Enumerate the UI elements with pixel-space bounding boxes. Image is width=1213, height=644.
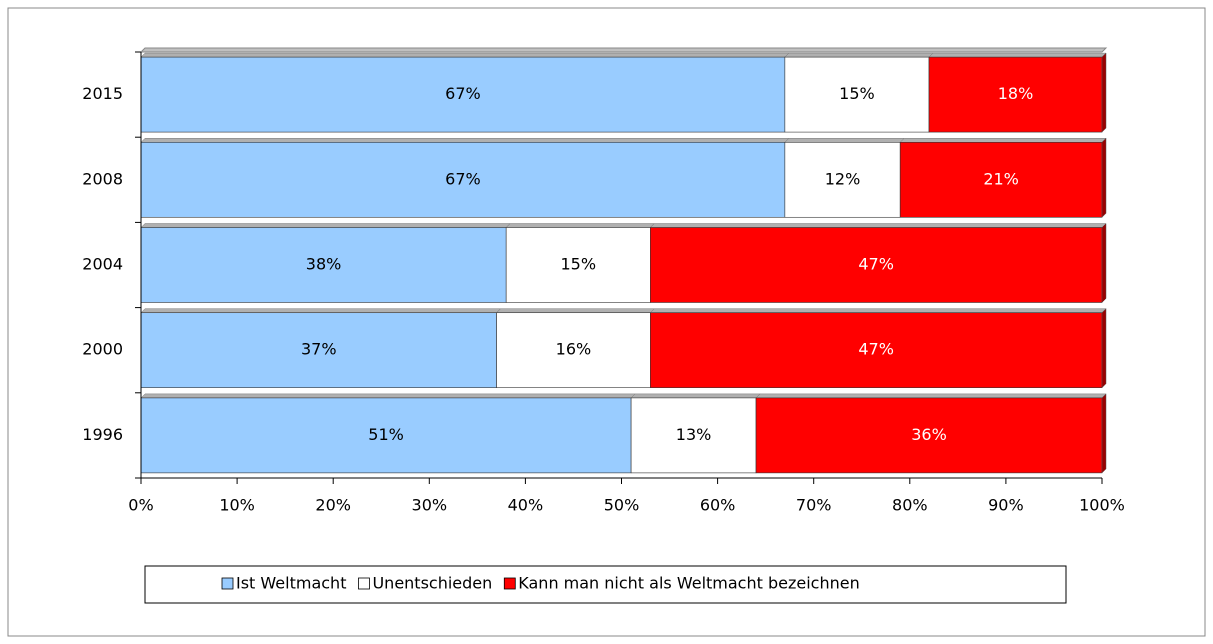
bar-top-face xyxy=(649,223,1107,228)
bar-top-face xyxy=(495,308,655,313)
legend-label: Unentschieden xyxy=(372,574,492,593)
bar-top-face xyxy=(928,52,1107,58)
legend-swatch xyxy=(358,577,370,590)
x-tick-label: 0% xyxy=(128,496,153,515)
bar-top-face xyxy=(784,138,905,143)
y-tick-label: 2000 xyxy=(82,340,123,359)
x-tick-label: 100% xyxy=(1079,496,1125,515)
x-tick-label: 60% xyxy=(700,496,736,515)
data-label: 15% xyxy=(560,255,596,274)
bar-side-face xyxy=(1101,308,1107,389)
bar-segment xyxy=(784,56,930,133)
bar-top-face xyxy=(505,223,655,228)
bar-top-face xyxy=(140,393,636,399)
bar-segment xyxy=(140,56,786,133)
y-tick-label: 2008 xyxy=(82,169,123,188)
data-label: 15% xyxy=(839,84,875,103)
x-tick-label: 70% xyxy=(796,496,832,515)
bar-segment xyxy=(928,56,1103,133)
bar-side-face xyxy=(1101,222,1107,304)
data-label: 47% xyxy=(858,340,894,359)
x-tick-label: 40% xyxy=(508,496,544,515)
bar-top-face xyxy=(784,52,934,58)
bar-top-face xyxy=(755,393,1107,399)
x-tick-label: 10% xyxy=(219,496,255,515)
data-label: 67% xyxy=(445,169,481,188)
legend-swatch xyxy=(503,577,516,590)
data-label: 67% xyxy=(445,84,481,103)
legend-label: Ist Weltmacht xyxy=(236,574,346,593)
data-label: 16% xyxy=(556,340,592,359)
bar-segment xyxy=(496,312,651,388)
bar-segment xyxy=(140,312,497,388)
bar-top-face xyxy=(649,308,1107,313)
x-tick-label: 90% xyxy=(988,496,1024,515)
bar-top-face xyxy=(140,52,790,58)
bar-top-face xyxy=(630,393,761,399)
legend-swatch xyxy=(221,577,234,590)
data-label: 21% xyxy=(983,169,1019,188)
legend-label: Kann man nicht als Weltmacht bezeichnen xyxy=(518,574,859,593)
data-label: 13% xyxy=(676,425,712,444)
bar-segment xyxy=(650,312,1103,388)
data-label: 51% xyxy=(368,425,404,444)
data-label: 38% xyxy=(306,255,342,274)
x-tick-label: 30% xyxy=(412,496,448,515)
bar-segment xyxy=(505,227,651,303)
legend-box xyxy=(144,565,1067,604)
bar-segment xyxy=(784,142,901,218)
y-tick-label: 2015 xyxy=(82,84,123,103)
x-tick-label: 20% xyxy=(315,496,351,515)
bar-top-face xyxy=(899,138,1107,143)
bar-side-face xyxy=(1101,52,1107,133)
x-tick-label: 50% xyxy=(604,496,640,515)
plot-back-edge xyxy=(139,47,1108,53)
x-tick-label: 80% xyxy=(892,496,928,515)
bar-side-face xyxy=(1101,137,1107,218)
data-label: 37% xyxy=(301,340,337,359)
bar-top-face xyxy=(140,223,511,228)
bar-segment xyxy=(755,397,1103,474)
bar-segment xyxy=(630,397,757,474)
data-label: 36% xyxy=(911,425,947,444)
y-tick-label: 2004 xyxy=(82,255,123,274)
bar-segment xyxy=(140,397,632,474)
bar-segment xyxy=(140,142,786,218)
bar-side-face xyxy=(1101,393,1107,474)
data-label: 12% xyxy=(825,169,861,188)
bar-top-face xyxy=(140,308,502,313)
bar-top-face xyxy=(140,138,790,143)
bar-segment xyxy=(899,142,1103,218)
data-label: 47% xyxy=(858,255,894,274)
y-tick-label: 1996 xyxy=(82,425,123,444)
data-label: 18% xyxy=(998,84,1034,103)
